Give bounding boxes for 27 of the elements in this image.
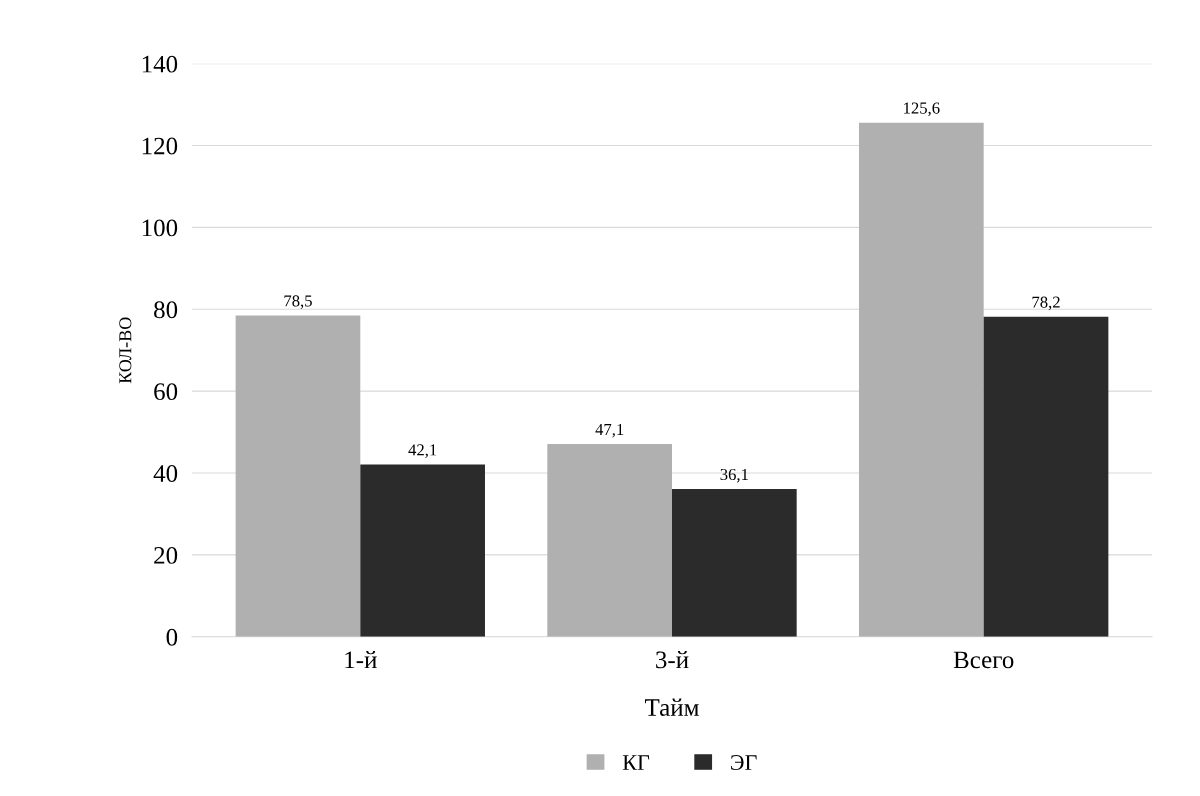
text: 78,5	[284, 295, 312, 309]
y-tick-label: 80	[154, 301, 178, 319]
x-tick-label: Всего	[953, 651, 1014, 669]
y-tick-label: 140	[142, 55, 178, 73]
bar	[360, 464, 485, 637]
text: 125,6	[904, 102, 940, 117]
x-tick-label: 3-й	[656, 650, 689, 669]
y-tick-label: 100	[142, 219, 178, 237]
x-tick-label: 1-й	[345, 650, 377, 669]
bar	[235, 315, 361, 637]
y-tick-label: 0	[166, 628, 178, 646]
legend-label: КГ	[622, 755, 650, 770]
text: 36,1	[720, 468, 748, 483]
bar	[547, 443, 672, 637]
bar	[672, 489, 797, 637]
text: 78,2	[1032, 296, 1060, 311]
y-axis-title: КОЛ-ВО	[119, 317, 132, 384]
bar	[983, 316, 1109, 637]
y-tick-label: 20	[154, 546, 178, 564]
text: 47,1	[595, 423, 624, 438]
y-tick-label: 40	[153, 465, 178, 482]
x-axis-title: Тайм	[644, 698, 699, 716]
y-tick-label: 120	[142, 137, 178, 155]
text: 42,1	[408, 444, 437, 458]
bar	[859, 122, 984, 637]
legend-label: ЭГ	[731, 755, 757, 770]
y-tick-label: 60	[154, 383, 178, 401]
